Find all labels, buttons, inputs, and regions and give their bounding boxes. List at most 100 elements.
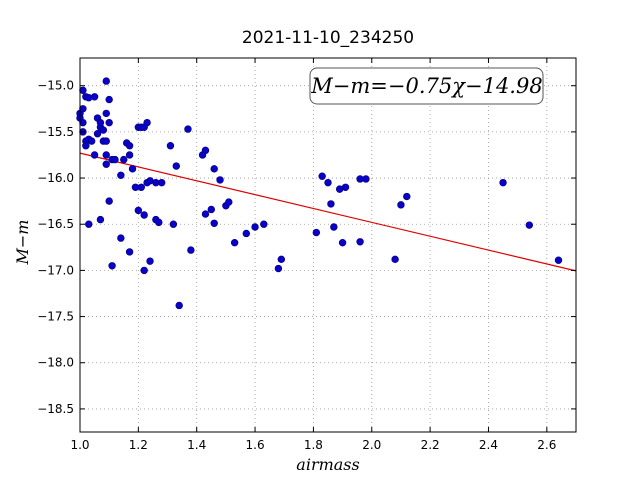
data-point [362,175,370,183]
data-point [99,126,108,134]
data-point [242,229,251,238]
fit-line [79,152,577,272]
data-point [175,301,183,310]
data-point [210,219,218,227]
data-point [327,200,335,208]
data-point [166,142,175,150]
grid [79,58,576,432]
data-point [172,162,180,170]
data-point [525,221,534,229]
data-point [157,178,166,187]
x-tick-label: 1.6 [246,438,265,452]
data-point [134,206,143,215]
data-point [85,220,93,228]
plot-frame [79,57,577,433]
data-point [216,176,224,184]
x-tick-label: 1.0 [70,438,89,452]
data-point [105,95,113,104]
data-point [90,93,99,101]
data-point [169,220,178,228]
data-point [187,246,195,254]
y-tick-label: −18.5 [37,402,74,416]
x-tick-label: 2.6 [537,438,556,452]
data-point [260,220,268,228]
data-point [155,218,163,227]
data-point [87,137,96,145]
x-tick-label: 1.8 [304,438,323,452]
data-point [201,146,210,155]
data-point [499,178,507,187]
data-point [79,105,87,113]
data-point [554,256,563,264]
data-point [79,118,87,127]
y-tick-label: −18.0 [37,356,74,370]
data-point [277,255,286,264]
x-tick-label: 2.2 [421,438,440,452]
data-point [102,151,110,159]
data-point [102,137,110,145]
data-point [140,211,148,219]
data-point [338,238,347,247]
data-point [93,130,102,138]
data-point [356,238,364,246]
data-point [140,266,148,275]
y-tick-label: −17.0 [37,263,74,277]
data-point [201,210,210,218]
annotation-box [309,67,544,105]
data-point [102,160,110,168]
annotation-text: M−m=−0.75χ−14.98 [310,74,542,98]
y-tick-label: −17.5 [37,310,74,324]
axis-ticks: 1.0 1.2 1.4 1.6 1.8 2.0 2.2 2.4 2.6 −15.0 −15.5 −16… [37,58,576,452]
fit-line-group [79,152,577,272]
y-tick-label: −16.5 [37,217,74,231]
data-point [210,165,218,173]
data-point [403,192,411,201]
y-tick-label: −16.0 [37,171,74,185]
data-point [207,205,215,214]
x-tick-label: 2.4 [479,438,498,452]
data-point [128,165,137,173]
data-point [120,155,128,164]
chart-title: 2021-11-10_234250 [242,28,414,48]
data-point [330,223,338,231]
data-point [184,125,192,133]
data-point [105,197,113,205]
y-tick-label: −15.5 [37,125,74,139]
data-point [324,178,332,187]
data-point [117,234,125,242]
data-point [105,118,113,127]
data-point [108,262,116,270]
x-axis-label: airmass [296,455,359,474]
x-tick-label: 1.2 [129,438,148,452]
data-point [230,238,239,247]
x-tick-label: 2.0 [362,438,381,452]
data-point [102,77,110,85]
y-tick-label: −15.0 [37,79,74,93]
data-points [76,77,563,310]
data-point [96,215,105,224]
data-point [137,183,145,191]
y-axis-label: M−m [13,220,32,266]
data-point [82,142,90,150]
data-point [225,198,233,206]
data-point [312,228,321,237]
data-point [125,248,134,256]
x-tick-label: 1.4 [187,438,206,452]
data-point [397,201,405,209]
data-point [117,171,125,179]
data-point [391,255,399,264]
data-point [341,183,350,191]
data-point [318,172,326,180]
data-point [79,86,87,95]
data-point [251,223,259,231]
data-point [146,257,154,265]
equation-annotation: M−m=−0.75χ−14.98 [309,67,544,105]
data-point [90,151,99,159]
data-point [274,264,283,273]
data-point [143,118,151,127]
data-point [102,109,110,118]
data-point [125,142,134,150]
data-point [111,155,119,164]
data-point [125,151,134,159]
